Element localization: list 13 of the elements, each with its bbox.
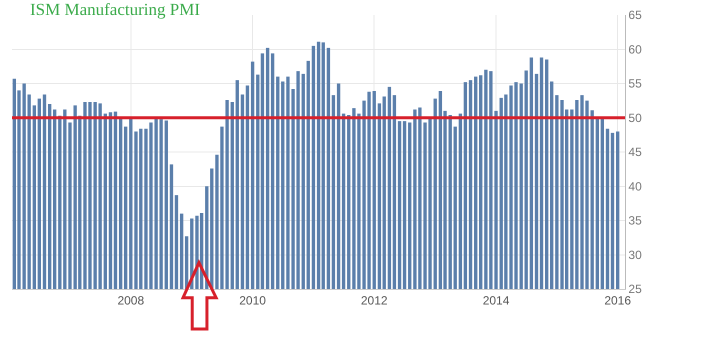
x-tick-label: 2008 — [117, 293, 144, 308]
y-tick-label: 45 — [628, 145, 642, 160]
y-tick-label: 35 — [628, 214, 642, 228]
x-tick-label: 2012 — [360, 293, 388, 308]
x-tick-label: 2014 — [482, 293, 510, 308]
y-tick-label: 40 — [628, 179, 642, 194]
y-tick-label: 50 — [628, 110, 642, 125]
x-tick-label: 2010 — [239, 293, 266, 308]
y-tick-label: 65 — [628, 8, 642, 22]
chart-title: ISM Manufacturing PMI — [30, 0, 200, 19]
y-tick-label: 60 — [628, 42, 642, 56]
y-tick-label: 55 — [628, 76, 642, 91]
y-tick-label: 30 — [628, 248, 642, 262]
